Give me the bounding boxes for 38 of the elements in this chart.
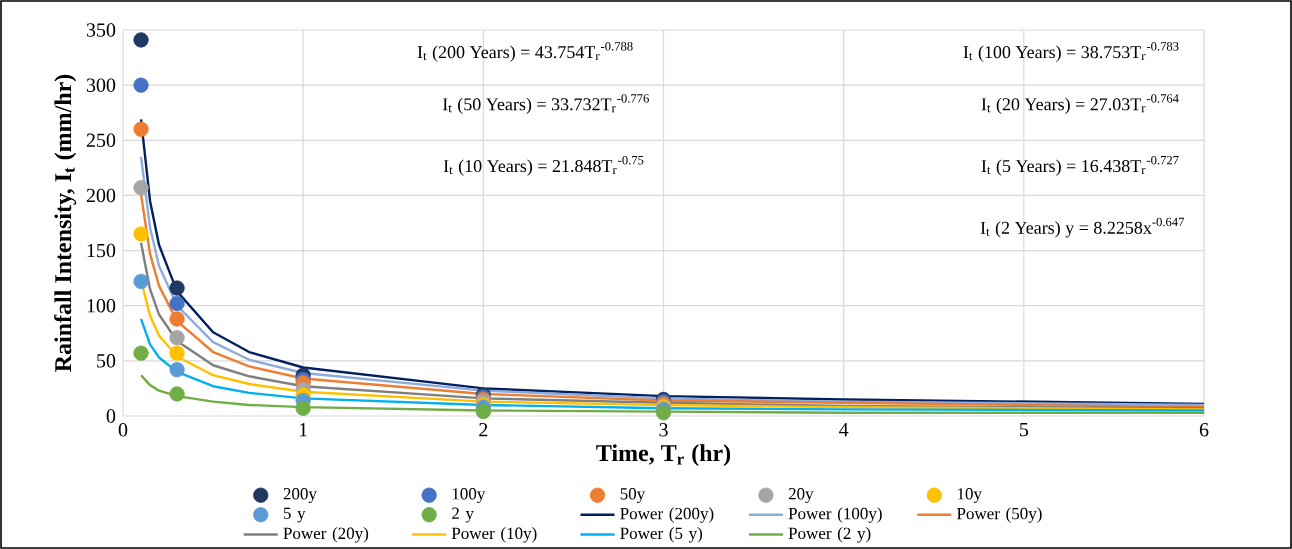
legend-label: Power (20y) [283,527,369,543]
legend-label: Power (200y) [620,507,714,523]
annotation: I$_{t}$ (20 Years) = 27.03T$_{r}$-0.764 [981,94,1179,114]
legend-label: 200y [283,488,317,504]
x-tick-label: 2 [479,423,488,437]
y-axis-title: Rainfall Intensity, I$_{t}$ (mm/hr) [54,74,77,372]
y-tick-label: 300 [86,78,116,92]
annotation: I$_{t}$ (100 Years) = 38.753T$_{r}$-0.783 [963,42,1179,62]
x-tick-label: 6 [1199,423,1209,437]
legend-label: Power (10y) [451,527,537,543]
legend-label: 2 y [452,507,474,523]
legend-label: 20y [788,488,814,504]
x-tick-label: 1 [299,423,307,437]
annotation: I$_{t}$ (2 Years) y = 8.2258x$^{-0.647}$ [980,217,1185,238]
x-tick-label: 0 [118,423,128,437]
y-tick-label: 100 [87,298,116,313]
x-tick-label: 3 [659,423,668,437]
legend-label: 10y [957,488,982,504]
legend-label: 5 y [283,507,306,523]
y-tick-label: 0 [106,409,116,423]
legend-label: Power (50y) [956,507,1042,523]
y-tick-label: 350 [86,23,116,37]
x-tick-label: 5 [1020,423,1029,437]
x-axis-title: Time, T$_{r}$ (hr) [596,444,731,467]
x-tick-label: 4 [839,423,849,437]
y-tick-label: 50 [97,354,116,368]
annotation: I$_{t}$ (50 Years) = 33.732T$_{r}$-0.776 [442,94,649,114]
legend-label: 50y [620,488,646,504]
annotation: I$_{t}$ (200 Years) = 43.754T$_{r}$-0.788 [417,42,633,62]
y-tick-label: 150 [87,243,116,258]
legend-label: Power (5 y) [620,527,703,543]
annotation: I$_{t}$ (5 Years) = 16.438T$_{r}$-0.727 [981,155,1179,176]
legend-label: Power (100y) [788,507,882,523]
legend-label: 100y [452,488,486,504]
y-tick-label: 200 [86,188,116,203]
annotation: I$_{t}$ (10 Years) = 21.848T$_{r}$-0.75 [443,155,644,176]
legend-label: Power (2 y) [788,527,871,543]
y-tick-label: 250 [86,133,116,148]
